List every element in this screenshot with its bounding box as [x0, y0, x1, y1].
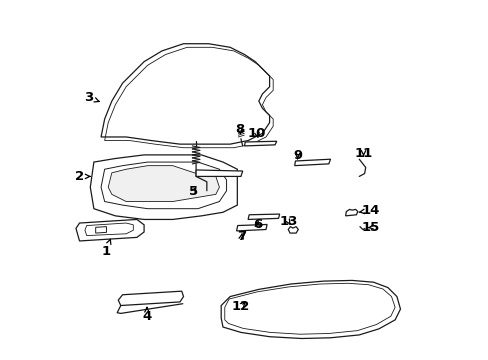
- Text: 10: 10: [247, 127, 265, 140]
- Text: 12: 12: [231, 300, 249, 313]
- Text: 15: 15: [361, 221, 380, 234]
- Polygon shape: [221, 280, 400, 338]
- Text: 8: 8: [235, 123, 244, 136]
- Text: 14: 14: [358, 204, 380, 217]
- Polygon shape: [294, 159, 330, 166]
- Polygon shape: [101, 44, 269, 144]
- Text: 11: 11: [354, 147, 372, 159]
- Text: 3: 3: [84, 91, 99, 104]
- Text: 1: 1: [101, 239, 111, 258]
- Polygon shape: [196, 170, 242, 176]
- Polygon shape: [287, 226, 298, 233]
- Polygon shape: [118, 291, 183, 306]
- Polygon shape: [236, 225, 266, 231]
- Polygon shape: [101, 162, 226, 209]
- Text: 2: 2: [75, 170, 90, 183]
- Polygon shape: [247, 214, 279, 220]
- Polygon shape: [90, 155, 237, 220]
- Polygon shape: [345, 210, 357, 216]
- Text: 13: 13: [279, 215, 297, 228]
- Text: 9: 9: [292, 149, 302, 162]
- Polygon shape: [85, 223, 133, 235]
- Polygon shape: [108, 166, 219, 202]
- Polygon shape: [244, 141, 276, 146]
- Text: 6: 6: [253, 218, 262, 231]
- Polygon shape: [96, 226, 106, 233]
- Text: 4: 4: [142, 307, 151, 324]
- Text: 5: 5: [189, 185, 198, 198]
- Polygon shape: [76, 220, 144, 241]
- Text: 7: 7: [237, 230, 245, 243]
